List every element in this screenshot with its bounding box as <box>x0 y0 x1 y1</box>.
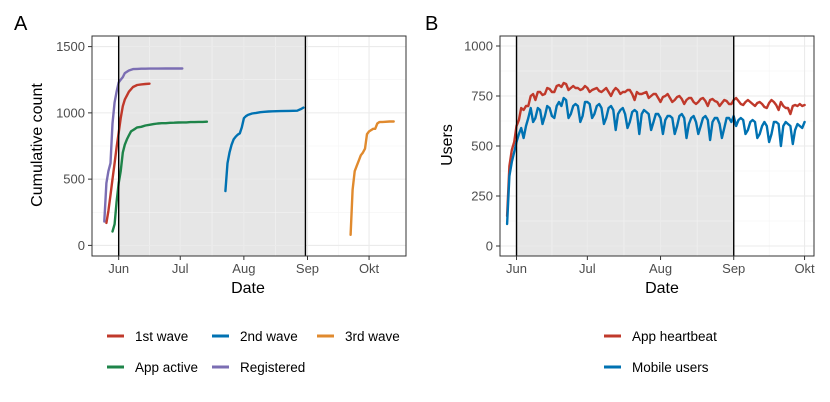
panel-a-plot: 0 500 1000 1500 Jun Jul Aug Sep Okt <box>56 35 407 276</box>
panel-a-x-tick-label-jul: Jul <box>172 261 189 276</box>
legend-label-registered: Registered <box>240 360 305 375</box>
panel-b-x-tick-label-sep: Sep <box>722 261 745 276</box>
legend-label-3rd-wave: 3rd wave <box>345 329 400 344</box>
panel-b-border <box>499 35 815 257</box>
legend-label-mobile-users: Mobile users <box>632 360 709 375</box>
legend-item-app-active: App active <box>107 360 198 375</box>
panel-a-x-tick-label-sep: Sep <box>296 261 319 276</box>
panel-a-series-3rd-wave <box>349 120 395 237</box>
panel-a-y-axis-title: Cumulative count <box>29 83 46 207</box>
panel-b-y-tick-label-500: 500 <box>471 139 493 154</box>
panel-b-x-tick-label-okt: Okt <box>794 261 815 276</box>
panel-a-x-tick-label-okt: Okt <box>359 261 380 276</box>
legend-label-app-active: App active <box>135 360 198 375</box>
panel-b-series-app-heartbeat <box>505 81 806 218</box>
panel-a-y-tick-label-500: 500 <box>63 172 85 187</box>
legend-item-3rd-wave: 3rd wave <box>317 329 400 344</box>
panel-b-y-tick-label-250: 250 <box>471 189 493 204</box>
panel-a-letter: A <box>14 13 28 35</box>
legend-item-2nd-wave: 2nd wave <box>212 329 298 344</box>
panel-b-y-tick-label-750: 750 <box>471 89 493 104</box>
panel-b-series-mobile-users <box>505 96 806 226</box>
panel-b-y-tick-label-1000: 1000 <box>464 39 493 54</box>
panel-b-letter: B <box>425 13 438 35</box>
legend-label-1st-wave: 1st wave <box>135 329 188 344</box>
panel-b-plot: 0 250 500 750 1000 Jun Jul Aug Sep Okt <box>464 35 815 276</box>
panel-a-x-axis-title: Date <box>231 280 265 297</box>
panel-b-x-tick-label-jun: Jun <box>506 261 527 276</box>
panel-a-x-tick-label-jun: Jun <box>108 261 129 276</box>
legend-item-mobile-users: Mobile users <box>604 360 709 375</box>
panel-b-x-tick-label-aug: Aug <box>649 261 672 276</box>
panel-b-x-axis-title: Date <box>645 280 679 297</box>
legend-label-app-heartbeat: App heartbeat <box>632 329 717 344</box>
panel-b-x-tick-label-jul: Jul <box>579 261 596 276</box>
panel-a: A 0 500 1000 1500 Jun Jul Aug Sep Okt Date Cumul… <box>14 13 407 375</box>
panel-a-y-tick-label-1000: 1000 <box>56 105 85 120</box>
panel-a-x-tick-label-aug: Aug <box>232 261 255 276</box>
legend-item-app-heartbeat: App heartbeat <box>604 329 717 344</box>
panel-a-border <box>91 35 407 257</box>
legend-item-registered: Registered <box>212 360 305 375</box>
panel-a-series-registered <box>103 67 184 223</box>
panel-b: B 0 250 500 750 1000 Jun Jul Aug Sep Okt Date Use… <box>425 13 815 375</box>
panel-b-legend: App heartbeat Mobile users <box>604 329 717 375</box>
panel-a-series-2nd-wave <box>224 106 305 193</box>
legend-label-2nd-wave: 2nd wave <box>240 329 298 344</box>
panel-b-y-axis-title: Users <box>439 124 456 166</box>
panel-a-series-app-active <box>111 120 209 233</box>
panel-a-y-tick-label-1500: 1500 <box>56 39 85 54</box>
panel-a-y-tick-label-0: 0 <box>78 238 85 253</box>
legend-item-1st-wave: 1st wave <box>107 329 188 344</box>
panel-b-y-tick-label-0: 0 <box>486 239 493 254</box>
panel-a-legend: 1st wave 2nd wave 3rd wave App active Re… <box>107 329 400 375</box>
panel-a-series-1st-wave <box>105 82 151 225</box>
